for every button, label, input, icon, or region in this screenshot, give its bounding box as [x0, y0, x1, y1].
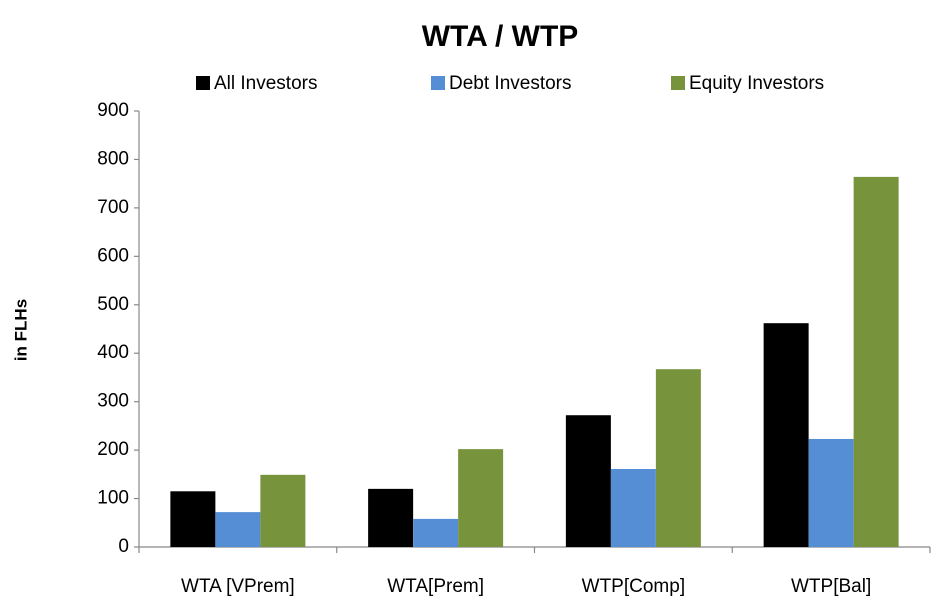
- bar: [458, 449, 504, 547]
- y-tick-label: 200: [97, 439, 129, 460]
- x-tick-label: WTP[Comp]: [582, 576, 685, 597]
- y-tick-label: 400: [97, 342, 129, 363]
- bar: [215, 512, 261, 547]
- bar: [763, 323, 809, 547]
- legend-swatch: [196, 76, 210, 90]
- legend-label: All Investors: [214, 73, 317, 94]
- legend-label: Equity Investors: [689, 73, 824, 94]
- bar: [565, 415, 611, 547]
- y-tick-label: 0: [118, 536, 129, 557]
- legend-swatch: [431, 76, 445, 90]
- y-tick-label: 300: [97, 391, 129, 412]
- y-tick-label: 100: [97, 488, 129, 509]
- y-tick-label: 500: [97, 294, 129, 315]
- bar: [260, 474, 306, 547]
- bar: [853, 176, 899, 547]
- x-tick-label: WTP[Bal]: [791, 576, 871, 597]
- x-tick-label: WTA [VPrem]: [181, 576, 295, 597]
- bar: [610, 469, 656, 547]
- x-tick-label: WTA[Prem]: [387, 576, 484, 597]
- chart-title: WTA / WTP: [422, 20, 579, 53]
- y-axis-label: in FLHs: [11, 299, 30, 361]
- y-tick-label: 800: [97, 148, 129, 169]
- y-tick-label: 700: [97, 197, 129, 218]
- y-tick-label: 900: [97, 100, 129, 121]
- bar: [413, 518, 459, 547]
- bar: [655, 369, 701, 547]
- legend-swatch: [671, 76, 685, 90]
- bar: [170, 491, 216, 547]
- legend-label: Debt Investors: [449, 73, 572, 94]
- bar: [808, 438, 854, 547]
- bar: [368, 488, 414, 547]
- y-tick-label: 600: [97, 245, 129, 266]
